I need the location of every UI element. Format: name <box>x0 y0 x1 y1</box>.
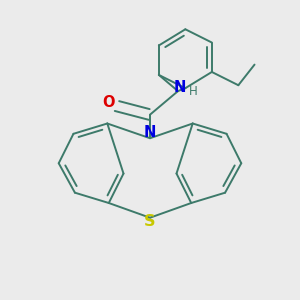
Text: S: S <box>144 214 156 229</box>
Text: H: H <box>189 85 198 98</box>
Text: N: N <box>144 125 156 140</box>
Text: O: O <box>102 95 114 110</box>
Text: N: N <box>173 80 186 95</box>
